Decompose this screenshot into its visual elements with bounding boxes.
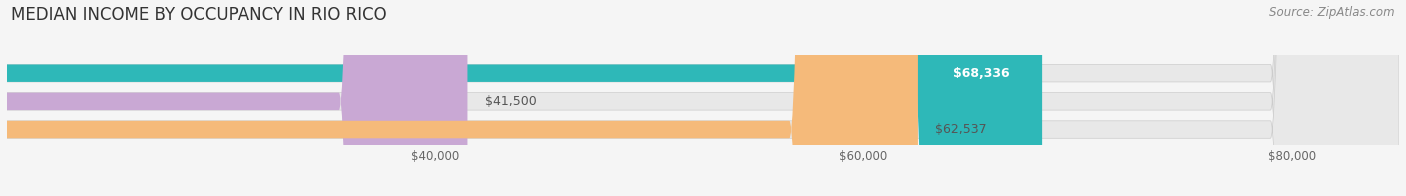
Text: Source: ZipAtlas.com: Source: ZipAtlas.com <box>1270 6 1395 19</box>
Text: $62,537: $62,537 <box>935 123 987 136</box>
FancyBboxPatch shape <box>0 0 467 196</box>
Text: MEDIAN INCOME BY OCCUPANCY IN RIO RICO: MEDIAN INCOME BY OCCUPANCY IN RIO RICO <box>11 6 387 24</box>
Text: $68,336: $68,336 <box>953 67 1010 80</box>
Text: $41,500: $41,500 <box>485 95 536 108</box>
FancyBboxPatch shape <box>0 0 1042 196</box>
FancyBboxPatch shape <box>0 0 918 196</box>
